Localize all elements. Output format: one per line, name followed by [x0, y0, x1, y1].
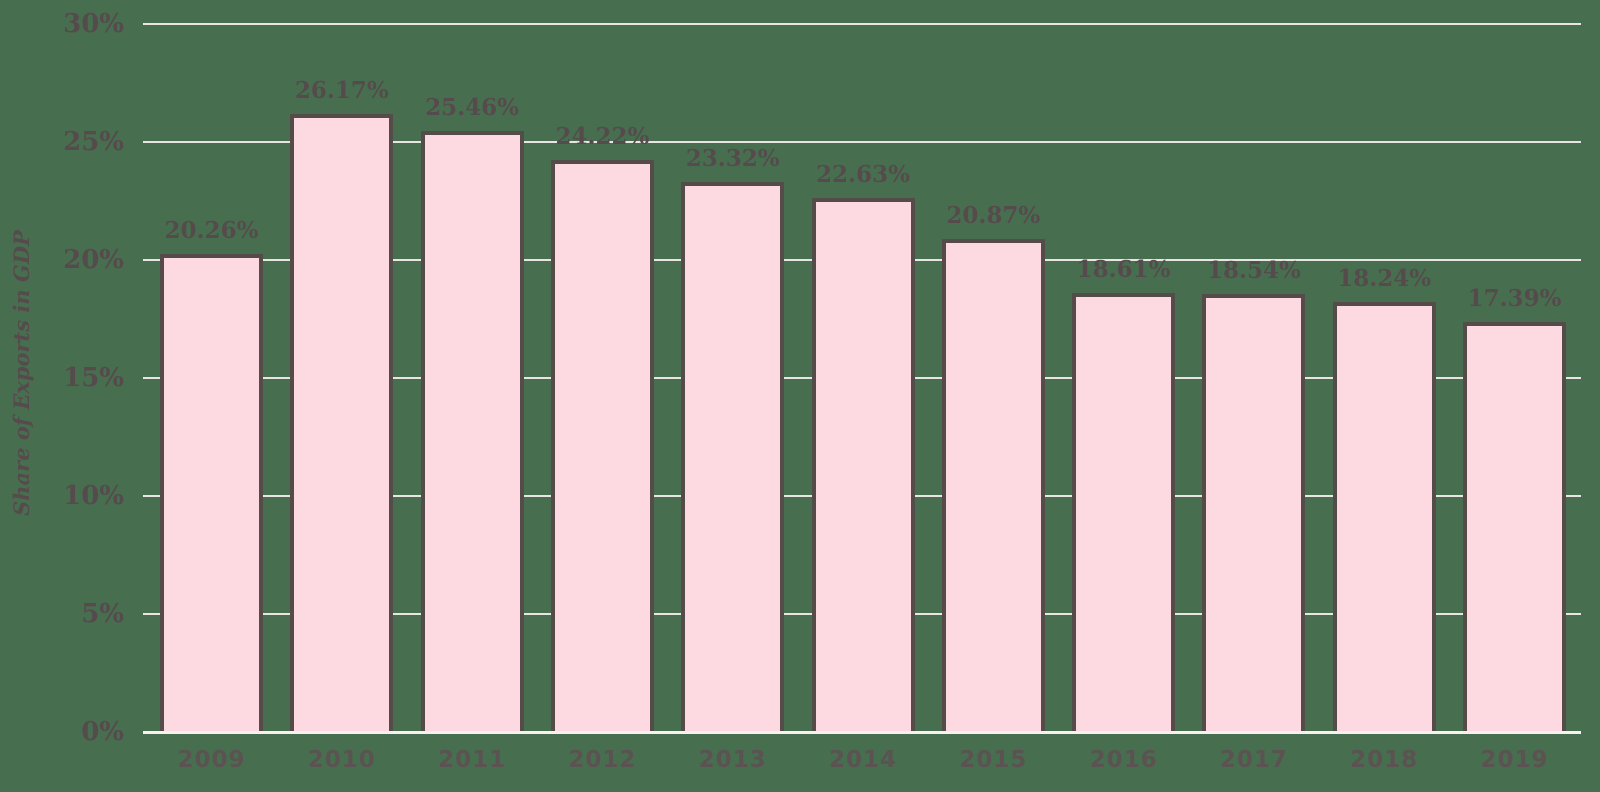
bar-value-label: 20.87%	[946, 202, 1041, 230]
bar-value-label: 20.26%	[164, 216, 259, 244]
bar-2009	[160, 253, 263, 733]
bar-2019	[1463, 321, 1566, 733]
bar-2012	[550, 160, 654, 733]
bar-2013	[681, 181, 785, 733]
x-tick-label: 2015	[959, 747, 1028, 773]
bar-2018	[1332, 301, 1436, 733]
bar-value-label: 24.22%	[555, 123, 650, 151]
y-tick-label: 25%	[63, 127, 124, 157]
x-tick-label: 2011	[438, 747, 507, 773]
gridline-30%	[143, 23, 1581, 25]
bar-value-label: 22.63%	[816, 160, 910, 188]
x-tick-label: 2010	[307, 747, 376, 773]
y-tick-label: 30%	[63, 9, 124, 39]
bar-value-label: 23.32%	[685, 144, 780, 172]
x-tick-label: 2013	[698, 747, 767, 773]
x-tick-label: 2009	[177, 747, 246, 773]
bar-value-label: 25.46%	[425, 94, 520, 122]
bar-value-label: 26.17%	[294, 77, 389, 105]
x-tick-label: 2017	[1219, 747, 1288, 773]
bar-value-label: 18.24%	[1337, 264, 1432, 292]
bar-value-label: 18.61%	[1076, 255, 1171, 283]
x-tick-label: 2016	[1089, 747, 1158, 773]
bar-2017	[1202, 294, 1306, 733]
bar-2015	[941, 239, 1045, 733]
bar-value-label: 17.39%	[1467, 284, 1562, 312]
bar-2011	[420, 131, 524, 733]
x-tick-label: 2018	[1350, 747, 1419, 773]
x-tick-label: 2014	[828, 747, 897, 773]
y-tick-label: 15%	[63, 363, 124, 393]
x-tick-label: 2012	[568, 747, 637, 773]
bar-2016	[1072, 292, 1176, 733]
y-tick-label: 10%	[63, 481, 124, 511]
y-tick-label: 0%	[81, 717, 124, 747]
x-tick-label: 2019	[1480, 747, 1549, 773]
bar-2014	[811, 197, 915, 733]
bar-value-label: 18.54%	[1206, 257, 1301, 285]
bar-2010	[290, 114, 394, 733]
y-tick-label: 20%	[63, 245, 124, 275]
gridline-25%	[143, 141, 1581, 143]
y-tick-label: 5%	[81, 599, 124, 629]
x-axis-line	[143, 731, 1581, 734]
